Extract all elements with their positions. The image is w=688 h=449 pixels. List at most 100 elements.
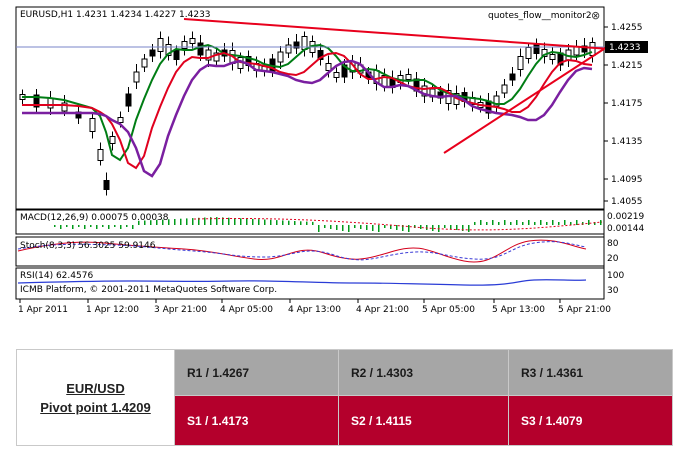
price-tick-label: 1.4055 [611,197,643,207]
resistance-r2: R2 / 1.4303 [338,349,509,396]
current-price-text: 1.4233 [609,43,641,53]
macd-bar [450,225,452,229]
moving-averages [22,43,593,178]
macd-bar [330,225,332,229]
rsi-line [17,279,587,286]
macd-bar [354,225,356,228]
price-tick-label: 1.4175 [611,99,643,109]
time-axis: 1 Apr 2011 1 Apr 12:00 3 Apr 21:00 4 Apr 05… [18,299,611,315]
macd-bar [432,225,434,231]
macd-bar [534,222,536,225]
price-tick-label: 1.4255 [611,23,643,33]
time-tick-label: 1 Apr 12:00 [86,305,139,315]
resistance-trendline[interactable] [183,18,611,50]
macd-bar [288,220,290,225]
macd-bar [282,220,284,225]
macd-bar [414,225,416,228]
chart-canvas[interactable]: EURUSD,H1 1.4231 1.4234 1.4227 1.4233 qu… [14,5,674,316]
ma-fast-line [22,43,593,162]
macd-bar [498,222,500,225]
price-tick-label: 1.4215 [611,61,643,71]
macd-bar [318,225,320,232]
macd-bar [72,225,74,229]
macd-bar [366,225,368,230]
time-tick-label: 5 Apr 21:00 [558,305,611,315]
macd-signal-line [193,217,603,231]
support-s3: S3 / 1.4079 [508,395,673,446]
pivot-point: Pivot point 1.4209 [40,399,151,415]
macd-bar [78,225,80,227]
stoch-label: Stoch(8,3,3) 56.3025 59.9146 [20,241,156,251]
macd-bar [258,219,260,225]
macd-bar [390,225,392,229]
macd-bar [90,225,92,227]
macd-bar [234,218,236,225]
macd-bar [168,219,170,225]
macd-bar [96,225,98,229]
macd-bar [468,225,470,232]
pivot-table: EUR/USD Pivot point 1.4209 R1 / 1.4267 R… [16,349,673,446]
macd-label: MACD(12,26,9) 0.00075 0.00038 [20,213,169,223]
rsi-scale-bottom: 30 [607,286,619,296]
macd-bar [246,218,248,225]
macd-bar [132,225,134,229]
macd-histogram [54,217,602,232]
macd-bar [462,225,464,231]
macd-bar [102,225,104,227]
macd-scale-top: 0.00219 [607,212,644,222]
resistance-r3: R3 / 1.4361 [508,349,673,396]
stoch-main-line [17,239,587,263]
macd-bar [528,220,530,225]
main-panel-frame [15,6,605,210]
macd-bar [138,220,140,225]
macd-bar [198,217,200,225]
macd-bar [336,225,338,230]
macd-bar [510,222,512,225]
ma-slow-line [22,59,593,178]
macd-scale-bottom: 0.00144 [607,224,644,234]
macd-bar [264,219,266,225]
macd-bar [522,222,524,225]
macd-bar [420,225,422,229]
copyright-text: ICMB Platform, © 2001-2011 MetaQuotes So… [20,285,277,295]
macd-bar [60,225,62,229]
macd-bar [186,218,188,225]
price-tick-label: 1.4095 [611,175,643,185]
macd-bar [486,222,488,225]
macd-bar [600,220,602,225]
macd-bar [360,225,362,229]
time-tick-label: 4 Apr 13:00 [288,305,341,315]
macd-bar [540,220,542,225]
macd-bar [114,225,116,227]
macd-bar [558,222,560,225]
macd-bar [456,225,458,230]
macd-bar [504,220,506,225]
macd-bar [54,225,56,227]
macd-bar [378,225,380,232]
macd-bar [408,225,410,232]
macd-bar [252,218,254,225]
macd-bar [216,217,218,225]
macd-bar [174,219,176,225]
macd-bar [108,225,110,229]
macd-bar [474,222,476,225]
macd-bar [222,217,224,225]
rsi-label: RSI(14) 62.4576 [20,271,93,281]
macd-bar [300,221,302,225]
current-price-badge [605,41,648,53]
macd-bar [516,220,518,225]
support-trendline[interactable] [443,44,611,154]
time-tick-label: 3 Apr 21:00 [154,305,207,315]
indicator-label: quotes_flow__monitor2 [488,11,592,21]
pair-name: EUR/USD [66,380,125,396]
macd-bar [396,225,398,230]
support-s1: S1 / 1.4173 [174,395,339,446]
close-indicator-icon[interactable]: ⊗ [591,9,600,22]
resistance-r1: R1 / 1.4267 [174,349,339,396]
macd-bar [372,225,374,231]
macd-bar [306,221,308,225]
price-chart[interactable]: EURUSD,H1 1.4231 1.4234 1.4227 1.4233 qu… [14,5,674,316]
macd-bar [570,222,572,225]
time-tick-label: 4 Apr 05:00 [220,305,273,315]
macd-bar [564,220,566,225]
